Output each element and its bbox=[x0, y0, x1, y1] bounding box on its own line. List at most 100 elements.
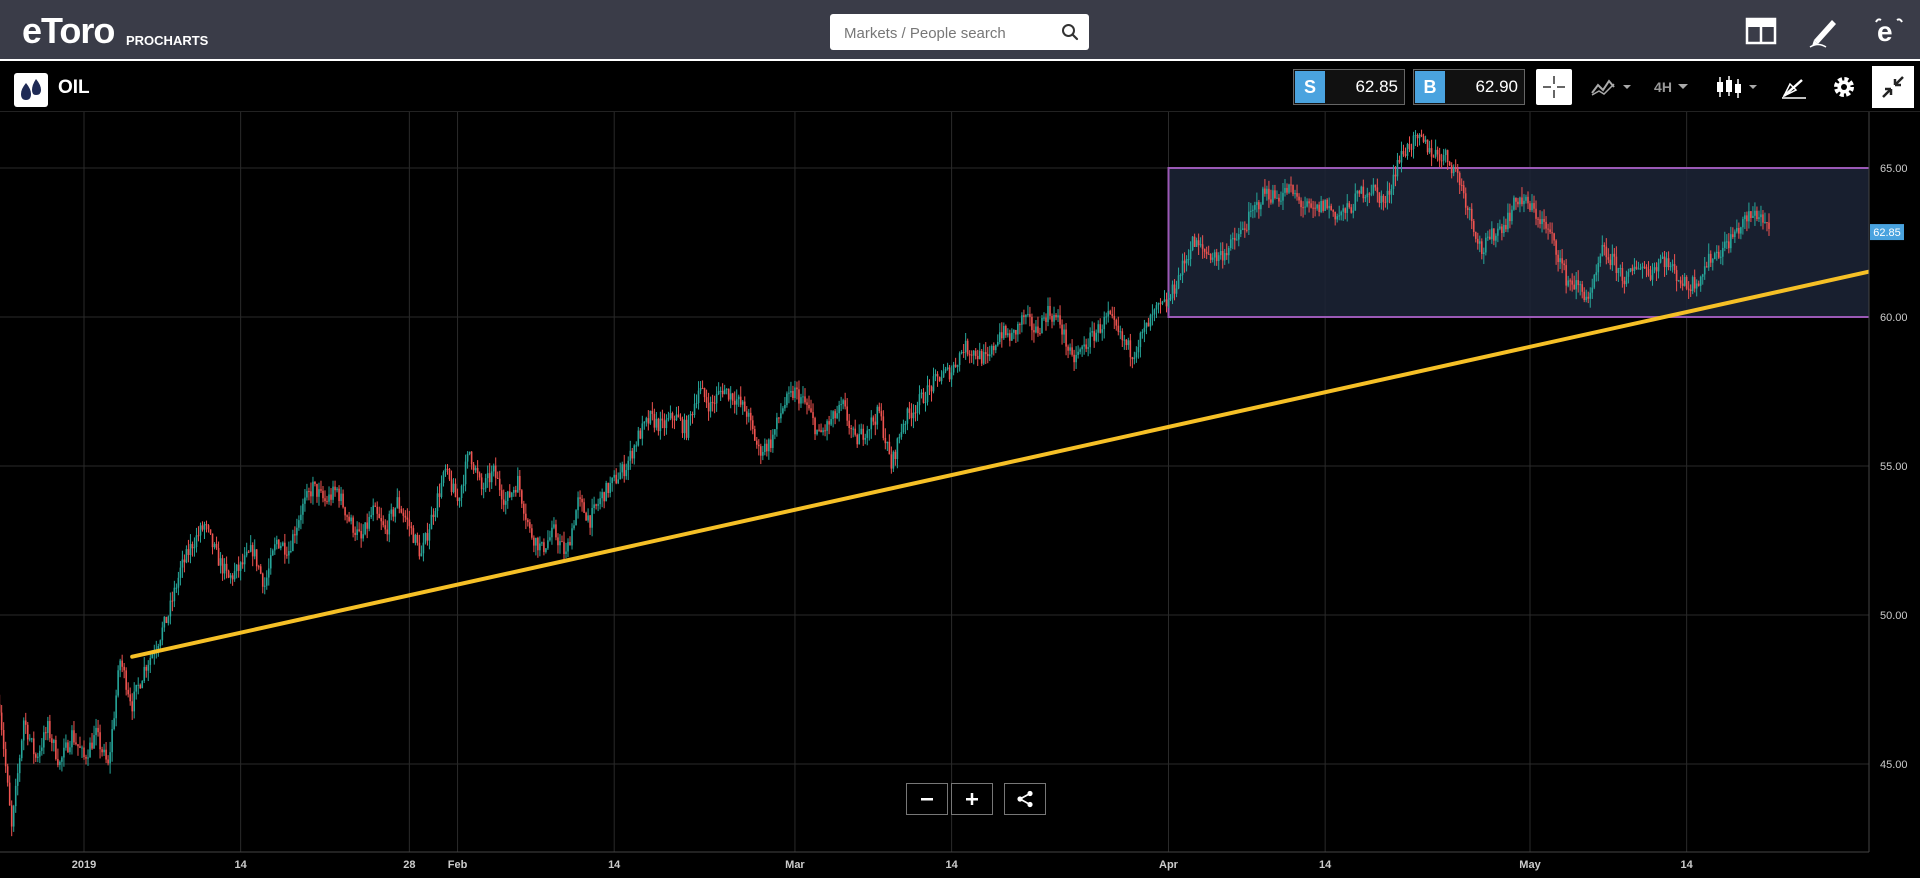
candle-body bbox=[175, 587, 178, 589]
candle-body bbox=[760, 446, 762, 456]
candle-body bbox=[1742, 219, 1744, 228]
candle-body bbox=[521, 490, 523, 504]
candle-body bbox=[920, 392, 923, 395]
candle-body bbox=[1430, 148, 1433, 157]
candle-body bbox=[1304, 206, 1306, 208]
candle-body bbox=[772, 434, 774, 448]
candle-body bbox=[1258, 202, 1260, 210]
candle-body bbox=[1487, 236, 1489, 238]
drawing-tools-button[interactable] bbox=[1774, 69, 1814, 105]
buy-button[interactable]: B 62.90 bbox=[1413, 69, 1525, 105]
candle-body bbox=[1768, 222, 1770, 229]
candle-body bbox=[1545, 221, 1547, 229]
candle-body bbox=[1262, 188, 1264, 205]
candle-body bbox=[802, 396, 804, 398]
candle-body bbox=[318, 489, 320, 497]
candle-body bbox=[699, 388, 702, 391]
candle-body bbox=[1571, 280, 1573, 285]
candle-body bbox=[1242, 228, 1244, 230]
search-icon[interactable] bbox=[1061, 23, 1079, 41]
crosshair-button[interactable] bbox=[1536, 69, 1572, 105]
search-input[interactable] bbox=[842, 14, 1046, 52]
timeframe-select[interactable]: 4H bbox=[1650, 69, 1694, 105]
candle-body bbox=[456, 497, 459, 502]
candle-body bbox=[655, 418, 658, 428]
candle-body bbox=[444, 468, 447, 473]
candle-body bbox=[816, 429, 818, 435]
candle-body bbox=[1065, 329, 1067, 347]
candle-body bbox=[1284, 187, 1286, 193]
candle-body bbox=[1452, 167, 1455, 174]
candle-body bbox=[1561, 258, 1563, 264]
candle-body bbox=[213, 543, 216, 548]
candle-body bbox=[396, 497, 399, 508]
candle-body bbox=[1639, 268, 1642, 270]
candle-body bbox=[1593, 275, 1596, 288]
candle-body bbox=[1758, 217, 1760, 220]
candle-body bbox=[197, 535, 200, 537]
candle-body bbox=[1378, 192, 1381, 204]
candle-body bbox=[1079, 349, 1081, 352]
candle-body bbox=[404, 515, 407, 518]
candle-body bbox=[896, 438, 899, 460]
candle-body bbox=[830, 419, 832, 425]
candle-body bbox=[75, 742, 77, 745]
candle-body bbox=[1481, 241, 1483, 255]
search-box[interactable] bbox=[830, 14, 1089, 52]
candle-body bbox=[1464, 193, 1467, 208]
layout-icon[interactable] bbox=[1744, 14, 1778, 48]
candle-body bbox=[1380, 195, 1383, 204]
pencil-icon[interactable] bbox=[1808, 14, 1842, 48]
candle-body bbox=[647, 418, 650, 424]
candle-body bbox=[1659, 258, 1662, 263]
candle-body bbox=[504, 500, 507, 505]
candle-body bbox=[999, 332, 1001, 343]
candle-body bbox=[1468, 208, 1471, 211]
price-chart[interactable]: 65.00 60.00 55.00 50.00 45.00 62.85 2019 14 28 F… bbox=[0, 112, 1920, 878]
share-button[interactable] bbox=[1004, 783, 1046, 815]
candle-body bbox=[123, 666, 125, 671]
candle-body bbox=[1458, 172, 1461, 186]
candle-body bbox=[1312, 207, 1314, 209]
timeframe-label: 4H bbox=[1654, 79, 1672, 95]
candle-body bbox=[1713, 253, 1716, 259]
candle-body bbox=[312, 481, 314, 497]
chart-type-button[interactable] bbox=[1712, 69, 1762, 105]
candle-body bbox=[569, 542, 571, 546]
candle-body bbox=[1687, 288, 1690, 290]
settings-button[interactable] bbox=[1826, 69, 1862, 105]
candle-body bbox=[1215, 252, 1218, 262]
candle-body bbox=[334, 486, 336, 491]
candle-body bbox=[482, 488, 485, 490]
zoom-in-button[interactable] bbox=[951, 783, 993, 815]
etoro-logo[interactable]: eToro bbox=[22, 10, 115, 51]
candle-body bbox=[996, 342, 999, 346]
sell-button[interactable]: S 62.85 bbox=[1293, 69, 1405, 105]
candle-body bbox=[1470, 208, 1473, 222]
indicators-button[interactable] bbox=[1588, 69, 1636, 105]
trendline[interactable] bbox=[130, 267, 1882, 659]
y-tick-label: 60.00 bbox=[1880, 312, 1908, 324]
candle-body bbox=[1181, 260, 1184, 276]
candle-body bbox=[912, 412, 915, 419]
svg-text:e: e bbox=[1877, 16, 1893, 47]
y-tick-label: 45.00 bbox=[1880, 759, 1908, 771]
candle-body bbox=[1338, 215, 1341, 217]
candle-body bbox=[627, 460, 630, 471]
candle-body bbox=[294, 534, 296, 536]
candle-body bbox=[1366, 193, 1369, 198]
candle-body bbox=[1410, 148, 1413, 150]
candle-body bbox=[1501, 226, 1503, 234]
candle-body bbox=[203, 524, 206, 530]
candle-body bbox=[37, 756, 39, 758]
candle-body bbox=[713, 402, 716, 404]
candle-body bbox=[1346, 203, 1349, 213]
candle-body bbox=[946, 367, 949, 369]
candle-body bbox=[1326, 199, 1328, 209]
zoom-out-button[interactable] bbox=[906, 783, 948, 815]
candle-body bbox=[1348, 203, 1351, 208]
exit-fullscreen-button[interactable] bbox=[1872, 66, 1914, 108]
etoro-icon[interactable]: e bbox=[1872, 14, 1906, 48]
candle-body bbox=[452, 483, 455, 493]
candle-body bbox=[422, 542, 425, 554]
